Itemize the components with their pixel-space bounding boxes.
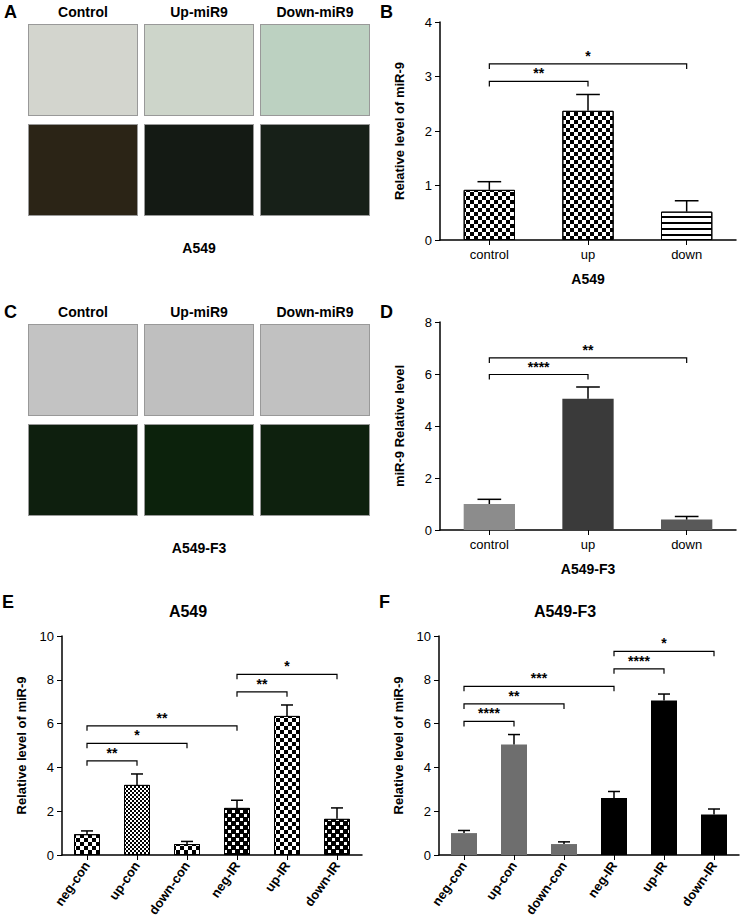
svg-text:up-IR: up-IR [639, 858, 671, 894]
html-text:Control: Control [58, 304, 108, 320]
svg-text:2: 2 [425, 471, 432, 486]
svg-text:A549-F3: A549-F3 [534, 603, 596, 620]
html-text:Down-miR9: Down-miR9 [276, 4, 354, 20]
svg-text:10: 10 [417, 629, 431, 644]
svg-text:**: ** [257, 676, 268, 692]
svg-text:2: 2 [425, 124, 432, 139]
html-text:Up-miR9: Up-miR9 [170, 304, 228, 320]
svg-text:0: 0 [47, 848, 54, 863]
html-text:E: E [2, 592, 14, 612]
html-text:B: B [380, 2, 393, 22]
svg-text:A549: A549 [169, 603, 207, 620]
html-text:A549: A549 [182, 240, 216, 256]
svg-text:Relative level of miR-9: Relative level of miR-9 [392, 62, 407, 200]
svg-text:A549-F3: A549-F3 [561, 561, 616, 577]
svg-text:control: control [470, 247, 509, 262]
svg-text:3: 3 [425, 69, 432, 84]
svg-text:0: 0 [425, 233, 432, 248]
svg-text:up: up [581, 247, 595, 262]
svg-text:Relative level of miR-9: Relative level of miR-9 [391, 677, 406, 815]
svg-text:****: **** [478, 705, 500, 721]
svg-text:**: ** [583, 342, 594, 358]
svg-text:**: ** [533, 65, 544, 81]
svg-text:up-con: up-con [483, 859, 520, 903]
svg-text:*: * [661, 635, 667, 651]
svg-text:down-con: down-con [146, 859, 194, 918]
svg-text:Relative level of miR-9: Relative level of miR-9 [14, 677, 29, 815]
svg-text:4: 4 [425, 15, 432, 30]
svg-text:down: down [671, 537, 702, 552]
svg-text:0: 0 [425, 523, 432, 538]
svg-text:4: 4 [47, 760, 54, 775]
html-text:D: D [380, 302, 393, 322]
html-text:C: C [4, 302, 17, 322]
svg-text:10: 10 [40, 629, 54, 644]
svg-text:**: ** [157, 710, 168, 726]
html-text:F: F [379, 592, 390, 612]
svg-text:2: 2 [47, 804, 54, 819]
svg-text:****: **** [628, 653, 650, 669]
svg-text:4: 4 [425, 419, 432, 434]
svg-text:4: 4 [424, 760, 431, 775]
svg-text:neg-con: neg-con [52, 859, 93, 909]
svg-text:*: * [585, 48, 591, 64]
svg-text:down-IR: down-IR [678, 858, 720, 909]
svg-text:8: 8 [425, 315, 432, 330]
svg-text:6: 6 [47, 716, 54, 731]
html-text:Control: Control [58, 4, 108, 20]
svg-text:miR-9 Relative level: miR-9 Relative level [392, 365, 407, 487]
svg-text:**: ** [509, 688, 520, 704]
html-text:A549-F3: A549-F3 [171, 540, 227, 556]
svg-text:neg-IR: neg-IR [585, 858, 621, 900]
html-text:Down-miR9: Down-miR9 [276, 304, 354, 320]
svg-text:***: *** [531, 670, 548, 686]
svg-text:1: 1 [425, 178, 432, 193]
svg-text:6: 6 [424, 716, 431, 731]
svg-text:down: down [671, 247, 702, 262]
svg-text:6: 6 [425, 367, 432, 382]
svg-text:control: control [470, 537, 509, 552]
svg-text:*: * [134, 727, 140, 743]
html-text:A: A [4, 2, 17, 22]
svg-text:A549: A549 [571, 271, 605, 287]
svg-text:0: 0 [424, 848, 431, 863]
svg-text:down-con: down-con [523, 859, 571, 918]
svg-text:neg-con: neg-con [429, 859, 470, 909]
svg-text:*: * [284, 658, 290, 674]
svg-text:up: up [581, 537, 595, 552]
svg-text:****: **** [528, 359, 550, 375]
html-text:Up-miR9: Up-miR9 [170, 4, 228, 20]
svg-text:up-IR: up-IR [262, 858, 294, 894]
svg-text:down-IR: down-IR [301, 858, 343, 909]
svg-text:up-con: up-con [106, 859, 143, 903]
svg-text:**: ** [107, 745, 118, 761]
svg-text:8: 8 [424, 672, 431, 687]
svg-text:neg-IR: neg-IR [208, 858, 244, 900]
svg-text:8: 8 [47, 672, 54, 687]
svg-text:2: 2 [424, 804, 431, 819]
